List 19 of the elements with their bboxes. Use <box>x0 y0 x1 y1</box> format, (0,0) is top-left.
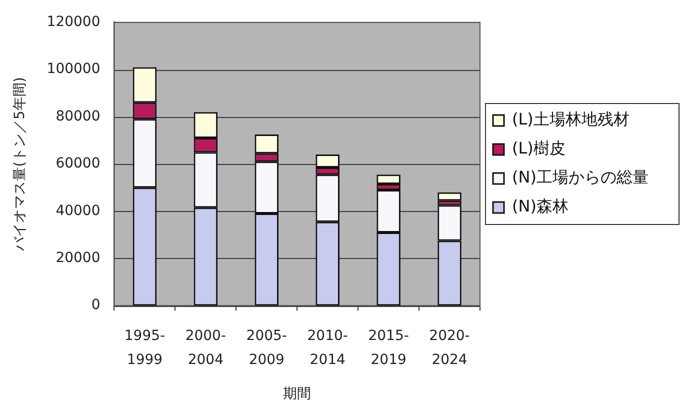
y-tick-label: 80000 <box>56 108 100 124</box>
x-tick-label: 2010-2014 <box>307 328 348 368</box>
y-axis-title: バイオマス量(トン／5年間) <box>12 77 28 252</box>
y-tick-label: 120000 <box>46 14 100 30</box>
y-tick-label: 40000 <box>56 202 100 219</box>
legend-label: (L)樹皮 <box>512 138 566 158</box>
x-tick-label: 2015-2019 <box>368 328 409 368</box>
y-tick-label: 20000 <box>56 250 100 266</box>
x-tick-label: 2020-2024 <box>429 328 470 368</box>
x-tick-label: 2005-2009 <box>246 328 287 368</box>
x-tick-label: 2000-2004 <box>185 328 226 368</box>
x-axis-title: 期間 <box>283 386 312 402</box>
y-tick-label: 0 <box>91 297 100 314</box>
x-tick-label: 1995-1999 <box>124 328 166 368</box>
legend-label: (L)土場林地残材 <box>512 110 630 129</box>
y-tick-label: 100000 <box>46 61 100 78</box>
y-tick-label: 60000 <box>56 156 100 172</box>
legend-label: (N)森林 <box>512 196 568 216</box>
legend-label: (N)工場からの総量 <box>512 168 648 187</box>
